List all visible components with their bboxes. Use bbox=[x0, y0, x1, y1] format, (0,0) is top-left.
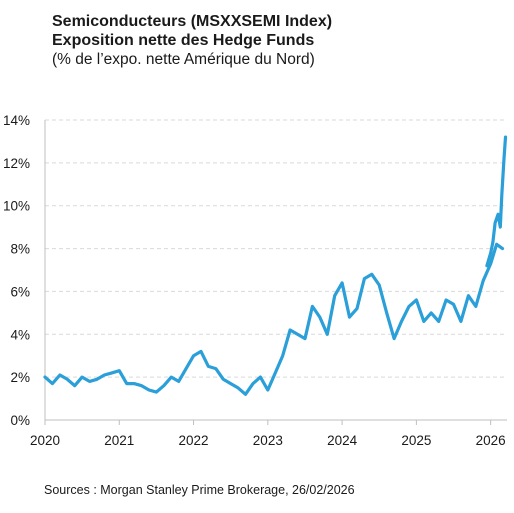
gridlines bbox=[44, 119, 507, 421]
series-line-1 bbox=[485, 135, 508, 268]
series-line-0 bbox=[43, 242, 505, 396]
y-tick-label: 8% bbox=[10, 242, 30, 257]
y-axis-ticks: 0% 2% 4% 6% 8% 10% 12% 14% bbox=[3, 113, 30, 428]
y-tick-label: 6% bbox=[10, 284, 30, 299]
y-tick-label: 10% bbox=[3, 199, 30, 214]
y-tick-label: 14% bbox=[3, 113, 30, 128]
x-tick-label: 2020 bbox=[30, 433, 60, 448]
x-tick-label: 2026 bbox=[476, 433, 506, 448]
x-axis-ticks: 2020 2021 2022 2023 2024 2025 2026 bbox=[30, 420, 506, 448]
x-tick-label: 2021 bbox=[104, 433, 134, 448]
y-tick-label: 2% bbox=[10, 370, 30, 385]
x-tick-label: 2022 bbox=[179, 433, 209, 448]
x-tick-label: 2023 bbox=[253, 433, 283, 448]
x-tick-label: 2024 bbox=[327, 433, 358, 448]
y-tick-label: 4% bbox=[10, 327, 30, 342]
chart-subtitle-units: (% de l’expo. nette Amérique du Nord) bbox=[52, 51, 315, 68]
x-tick-label: 2025 bbox=[401, 433, 431, 448]
source-note: Sources : Morgan Stanley Prime Brokerage… bbox=[44, 483, 355, 497]
y-tick-label: 12% bbox=[3, 156, 30, 171]
title-block: Semiconducteurs (MSXXSEMI Index) Exposit… bbox=[52, 12, 332, 69]
chart-subtitle: Exposition nette des Hedge Funds bbox=[52, 32, 315, 49]
y-tick-label: 0% bbox=[10, 413, 30, 428]
series-group bbox=[43, 135, 508, 396]
chart-title: Semiconducteurs (MSXXSEMI Index) bbox=[52, 13, 333, 30]
